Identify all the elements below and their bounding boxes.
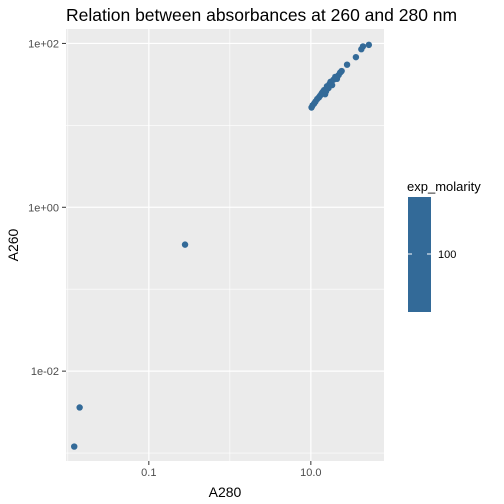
chart-title: Relation between absorbances at 260 and … [66,5,457,25]
legend-label: 100 [438,249,456,261]
data-point [343,61,351,68]
y-axis: 1e-02 1e+00 1e+02 [28,38,66,378]
legend: exp_molarity 100 [407,179,481,312]
data-point [328,81,336,89]
x-axis-title: A280 [209,484,242,500]
data-point [352,53,360,61]
x-tick-label: 0.1 [141,467,156,479]
data-point [365,41,373,49]
x-tick-label: 10.0 [300,467,321,479]
data-points [71,41,373,450]
y-axis-title: A260 [5,228,21,261]
data-point [181,241,189,248]
legend-title: exp_molarity [407,179,481,194]
data-point [359,43,367,50]
plot-panel [66,29,384,461]
y-tick-label: 1e+02 [28,38,59,50]
y-tick-label: 1e+00 [28,202,59,214]
data-point [338,67,345,75]
data-point [76,404,83,411]
major-grid [66,29,384,461]
x-axis: 0.1 10.0 [141,461,322,479]
y-tick-label: 1e-02 [31,366,59,378]
minor-grid [66,29,384,461]
legend-colorbar [408,197,431,312]
data-point [71,443,78,450]
